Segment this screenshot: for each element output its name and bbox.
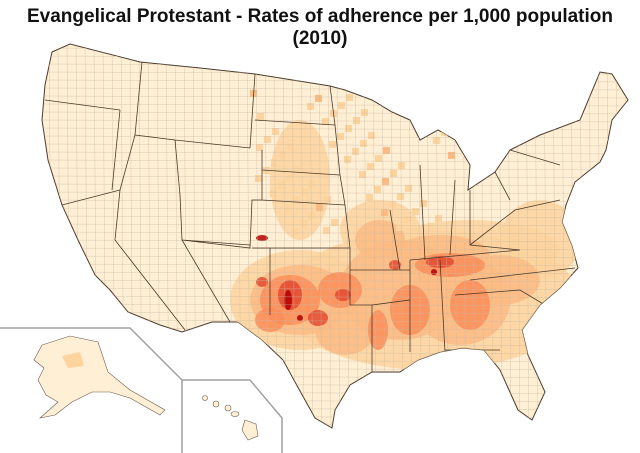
county-highlight (382, 178, 389, 185)
county-highlight (270, 190, 277, 197)
map-title: Evangelical Protestant - Rates of adhere… (26, 6, 613, 49)
county-highlight (396, 224, 403, 231)
county-highlight (322, 118, 329, 125)
county-highlight (337, 133, 344, 140)
county-highlight (272, 128, 279, 135)
county-highlight (374, 186, 381, 193)
county-highlight (353, 117, 360, 124)
adherence-regions (230, 90, 580, 370)
county-highlight (255, 175, 262, 182)
adherence-region-level3 (368, 310, 388, 350)
county-highlight (398, 162, 405, 169)
county-highlight (389, 201, 396, 208)
county-highlight (434, 106, 441, 113)
state-borders (44, 61, 576, 372)
county-highlight (427, 223, 434, 230)
county-highlight (352, 148, 359, 155)
county-highlight (420, 200, 427, 207)
county-highlight (449, 121, 456, 128)
county-highlight (309, 181, 316, 188)
hawaii-islands (202, 395, 259, 441)
county-highlight (285, 205, 292, 212)
county-highlight (300, 220, 307, 227)
county-highlight (323, 227, 330, 234)
county-highlight (287, 143, 294, 150)
county-highlight (426, 114, 433, 121)
county-highlight (418, 122, 425, 129)
county-highlight (316, 204, 323, 211)
adherence-region-level5 (297, 315, 303, 321)
alaska-highlight-region (62, 352, 84, 368)
county-highlight (293, 197, 300, 204)
county-highlight (412, 208, 419, 215)
adherence-region-level3 (450, 280, 490, 330)
county-highlight (405, 185, 412, 192)
county-highlight (367, 163, 374, 170)
county-highlight (359, 171, 366, 178)
adherence-region-level4 (308, 310, 328, 326)
county-highlight (301, 189, 308, 196)
adherence-region-level3 (255, 308, 285, 332)
county-highlight (271, 159, 278, 166)
county-highlight (448, 152, 455, 159)
inset-border-alaska (0, 327, 183, 453)
county-highlight (435, 215, 442, 222)
county-highlight (279, 151, 286, 158)
county-highlight (397, 193, 404, 200)
county-highlight (331, 219, 338, 226)
county-highlight (360, 140, 367, 147)
county-highlight (403, 107, 410, 114)
county-highlight (419, 91, 426, 98)
county-highlight (264, 136, 271, 143)
county-highlight (338, 102, 345, 109)
county-highlight (346, 94, 353, 101)
county-highlight (344, 156, 351, 163)
adherence-region-level4 (256, 277, 268, 287)
adherence-region-level5 (256, 235, 268, 241)
county-highlight (368, 132, 375, 139)
county-highlight (381, 209, 388, 216)
county-highlight (308, 212, 315, 219)
adherence-region-level4 (389, 260, 401, 270)
county-highlight (324, 196, 331, 203)
county-highlight (345, 125, 352, 132)
county-highlight (433, 137, 440, 144)
county-highlight (286, 174, 293, 181)
county-highlight (315, 95, 322, 102)
inset-border-hawaii (182, 379, 283, 453)
county-highlight (292, 228, 299, 235)
county-highlight (390, 170, 397, 177)
county-highlight (294, 166, 301, 173)
county-highlight (383, 147, 390, 154)
county-highlight (404, 216, 411, 223)
county-highlight (442, 98, 449, 105)
county-highlight (375, 155, 382, 162)
adherence-region-level5 (284, 290, 292, 310)
county-highlight (329, 141, 336, 148)
county-highlight (278, 182, 285, 189)
county-highlight (256, 144, 263, 151)
county-highlight (411, 99, 418, 106)
county-highlight (366, 194, 373, 201)
alaska-shape (33, 335, 166, 419)
adherence-region-level5 (431, 269, 437, 275)
adherence-region-level4 (335, 289, 351, 301)
county-highlight (257, 113, 264, 120)
